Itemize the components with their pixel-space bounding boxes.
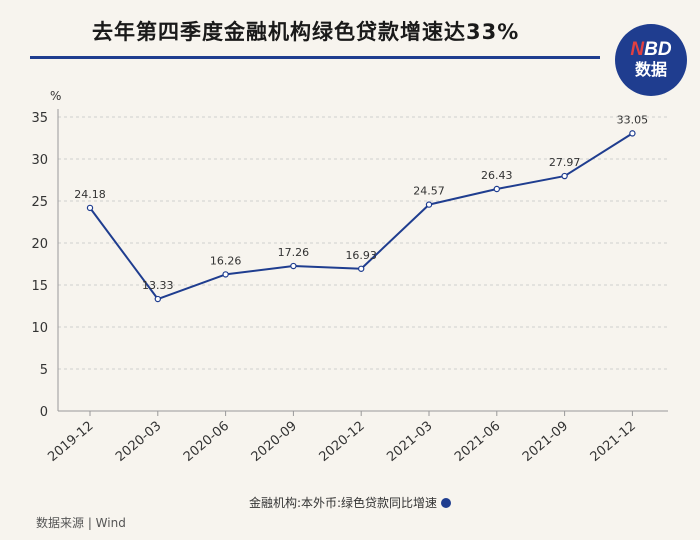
data-label: 27.97	[549, 156, 581, 169]
x-tick-label: 2021-03	[384, 419, 435, 465]
title-underline	[30, 56, 600, 59]
y-tick-label: 35	[31, 111, 48, 126]
y-tick-label: 10	[31, 321, 48, 336]
x-tick-label: 2020-03	[113, 419, 164, 465]
data-label: 24.57	[413, 185, 445, 198]
data-point	[154, 295, 161, 303]
data-point	[86, 204, 94, 212]
legend-marker	[441, 498, 452, 508]
x-tick-label: 2021-09	[520, 419, 571, 465]
logo-top-text: NBD	[630, 39, 672, 60]
legend-label: 金融机构:本外币:绿色贷款同比增速	[248, 496, 438, 510]
data-label: 26.43	[481, 169, 513, 182]
data-label: 16.93	[345, 249, 377, 262]
y-tick-label: 15	[31, 279, 48, 294]
data-point	[358, 265, 365, 272]
y-tick-label: 25	[31, 195, 48, 210]
data-point	[493, 185, 500, 193]
data-point	[629, 130, 636, 137]
data-point	[425, 201, 433, 208]
chart-legend: 金融机构:本外币:绿色贷款同比增速	[0, 494, 700, 511]
data-label: 33.05	[617, 113, 649, 126]
data-source: 数据来源 | Wind	[36, 516, 126, 530]
data-label: 24.18	[74, 188, 106, 201]
data-label: 13.33	[142, 279, 174, 292]
data-label: 17.26	[278, 246, 310, 259]
data-point	[290, 262, 297, 270]
data-label: 16.26	[210, 254, 242, 267]
data-point	[561, 172, 568, 180]
y-tick-label: 0	[40, 405, 48, 420]
x-tick-label: 2019-12	[45, 419, 96, 465]
x-tick-label: 2020-09	[249, 419, 300, 465]
y-axis-unit: %	[50, 89, 61, 103]
data-point	[222, 271, 229, 278]
y-tick-label: 20	[31, 237, 48, 252]
x-tick-label: 2021-12	[588, 419, 639, 465]
logo-bottom-text: 数据	[634, 60, 667, 79]
nbd-logo: NBD 数据	[615, 24, 687, 96]
x-tick-label: 2021-06	[452, 419, 503, 465]
y-tick-label: 30	[31, 153, 48, 168]
x-tick-label: 2020-06	[181, 419, 232, 465]
x-tick-label: 2020-12	[317, 419, 368, 465]
y-tick-label: 5	[40, 363, 48, 378]
chart-title: 去年第四季度金融机构绿色贷款增速达33%	[92, 20, 520, 44]
